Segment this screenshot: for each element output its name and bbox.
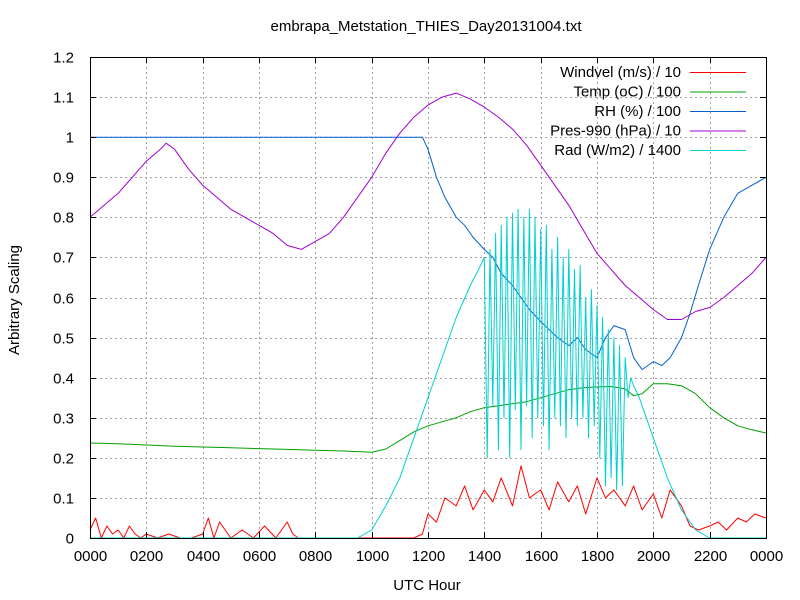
y-axis-title: Arbitrary Scaling [6,245,23,355]
y-tick-label: 0.9 [53,170,74,187]
series-line-3 [90,136,767,371]
series-line-4 [89,92,767,320]
x-tick-label: 1800 [581,548,614,565]
x-tick-label: 0800 [299,548,332,565]
series-line-5 [90,208,766,539]
legend-label: Rad (W/m2) / 1400 [554,142,681,159]
x-tick-label: 2200 [694,548,727,565]
y-tick-label: 0.5 [53,331,74,348]
legend-label: Windvel (m/s) / 10 [560,64,681,81]
series-line-1 [89,465,767,539]
x-tick-label: 1000 [356,548,389,565]
x-tick-label: 1600 [525,548,558,565]
y-tick-label: 0.2 [53,451,74,468]
x-tick-label: 0200 [130,548,163,565]
legend-label: Pres-990 (hPa) / 10 [550,123,681,140]
x-tick-label: 0000 [74,548,107,565]
legend: Windvel (m/s) / 10 Temp (oC) / 100 RH (%) … [550,64,746,159]
ticks: 0000 0200 0400 0600 0800 1000 1200 1400 1600 1800… [53,50,783,566]
y-tick-label: 1.1 [53,90,74,107]
x-axis-title: UTC Hour [393,577,461,594]
y-tick-label: 1 [66,130,74,147]
y-tick-label: 0.4 [53,371,74,388]
x-tick-label: 1200 [412,548,445,565]
series-layer [89,92,767,539]
series-line-2 [89,383,767,453]
y-tick-label: 0.6 [53,291,74,308]
x-tick-label: 2000 [637,548,670,565]
y-tick-label: 1.2 [53,50,74,67]
chart-title: embrapa_Metstation_THIES_Day20131004.txt [270,18,582,35]
x-tick-label: 0600 [243,548,276,565]
legend-label: Temp (oC) / 100 [573,84,681,101]
y-tick-label: 0 [66,531,74,548]
y-tick-label: 0.1 [53,491,74,508]
x-tick-label: 0000 [750,548,783,565]
y-tick-label: 0.3 [53,411,74,428]
y-tick-label: 0.7 [53,250,74,267]
y-tick-label: 0.8 [53,210,74,227]
x-tick-label: 0400 [187,548,220,565]
legend-label: RH (%) / 100 [594,103,681,120]
x-tick-label: 1400 [468,548,501,565]
